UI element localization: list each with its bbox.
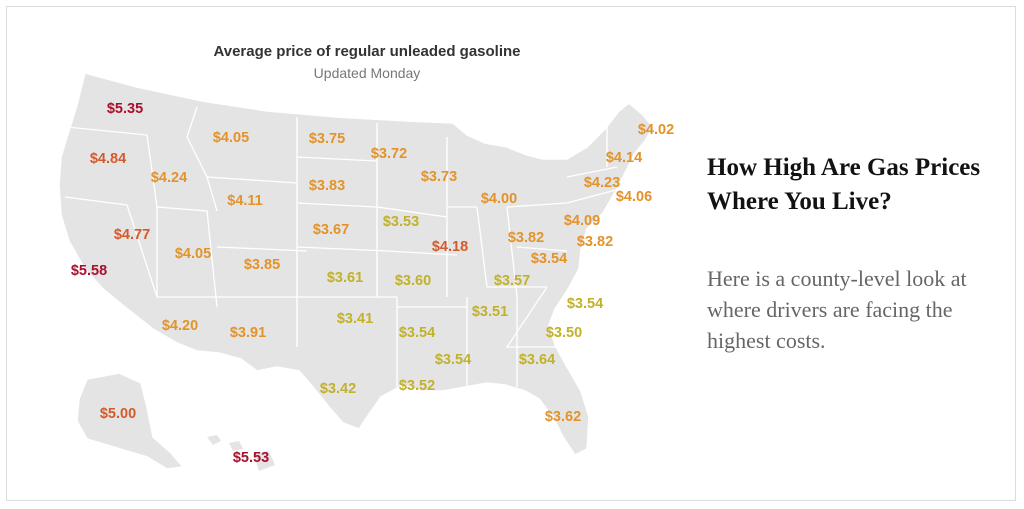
gas-price-map: $5.35 $4.84 $5.58 $4.77 $4.24 $4.05 $4.11 $4.05… — [7, 7, 687, 502]
price-label-ia: $3.53 — [383, 214, 419, 230]
price-label-ga: $3.64 — [519, 352, 555, 368]
price-label-wa: $5.35 — [107, 101, 143, 117]
article-headline[interactable]: How High Are Gas Prices Where You Live? — [707, 154, 981, 215]
price-label-nv: $4.77 — [114, 227, 150, 243]
price-label-fl: $3.62 — [545, 409, 581, 425]
price-label-az: $4.20 — [162, 318, 198, 334]
price-label-al: $3.54 — [567, 296, 603, 312]
price-label-mn: $3.72 — [371, 146, 407, 162]
map-subtitle: Updated Monday — [313, 65, 421, 81]
price-label-ar: $3.54 — [399, 325, 435, 341]
article-summary: Here is a county-level look at where dri… — [707, 266, 967, 353]
map-title: Average price of regular unleaded gasoli… — [213, 43, 521, 60]
price-label-wi: $3.73 — [421, 169, 457, 185]
price-label-or: $4.84 — [90, 151, 126, 167]
price-label-ks: $3.61 — [327, 270, 363, 286]
price-label-hi: $5.53 — [233, 450, 269, 466]
price-label-tx: $3.42 — [320, 381, 356, 397]
price-label-wy: $4.11 — [227, 193, 263, 209]
contiguous-us-shape — [58, 72, 654, 456]
price-label-co: $3.85 — [244, 257, 280, 273]
price-label-me: $4.02 — [638, 122, 674, 138]
price-label-ct: $4.06 — [616, 189, 652, 205]
price-label-nc: $3.54 — [531, 251, 567, 267]
price-labels: $5.35 $4.84 $5.58 $4.77 $4.24 $4.05 $4.11 $4.05… — [71, 101, 674, 466]
hawaii-island-1 — [207, 435, 221, 445]
price-label-il: $4.18 — [432, 239, 468, 255]
price-label-ca: $5.58 — [71, 263, 107, 279]
price-label-ky: $3.57 — [494, 273, 530, 289]
hawaii-island-2 — [229, 441, 243, 451]
us-map: $5.35 $4.84 $5.58 $4.77 $4.24 $4.05 $4.11 $4.05… — [58, 72, 674, 471]
price-label-mt: $4.05 — [213, 130, 249, 146]
price-label-ne: $3.67 — [313, 222, 349, 238]
alaska-shape — [76, 372, 185, 470]
price-label-in: $3.82 — [508, 230, 544, 246]
price-label-nd: $3.75 — [309, 131, 345, 147]
price-label-mi: $4.00 — [481, 191, 517, 207]
price-label-va: $3.82 — [577, 234, 613, 250]
price-label-ny: $4.23 — [584, 175, 620, 191]
price-label-id: $4.24 — [151, 170, 187, 186]
state-borders — [64, 106, 628, 387]
price-label-ut: $4.05 — [175, 246, 211, 262]
price-label-vt: $4.14 — [606, 150, 642, 166]
price-label-nm: $3.91 — [230, 325, 266, 341]
price-label-sc: $3.50 — [546, 325, 582, 341]
price-label-ms: $3.54 — [435, 352, 471, 368]
hawaii-island-3 — [253, 451, 275, 471]
price-label-ak: $5.00 — [100, 406, 136, 422]
article-promo-card[interactable]: $5.35 $4.84 $5.58 $4.77 $4.24 $4.05 $4.11 $4.05… — [6, 6, 1016, 501]
price-label-ok: $3.41 — [337, 311, 373, 327]
price-label-la: $3.52 — [399, 378, 435, 394]
price-label-sd: $3.83 — [309, 178, 345, 194]
price-label-mo: $3.60 — [395, 273, 431, 289]
price-label-tn: $3.51 — [472, 304, 508, 320]
price-label-pa: $4.09 — [564, 213, 600, 229]
